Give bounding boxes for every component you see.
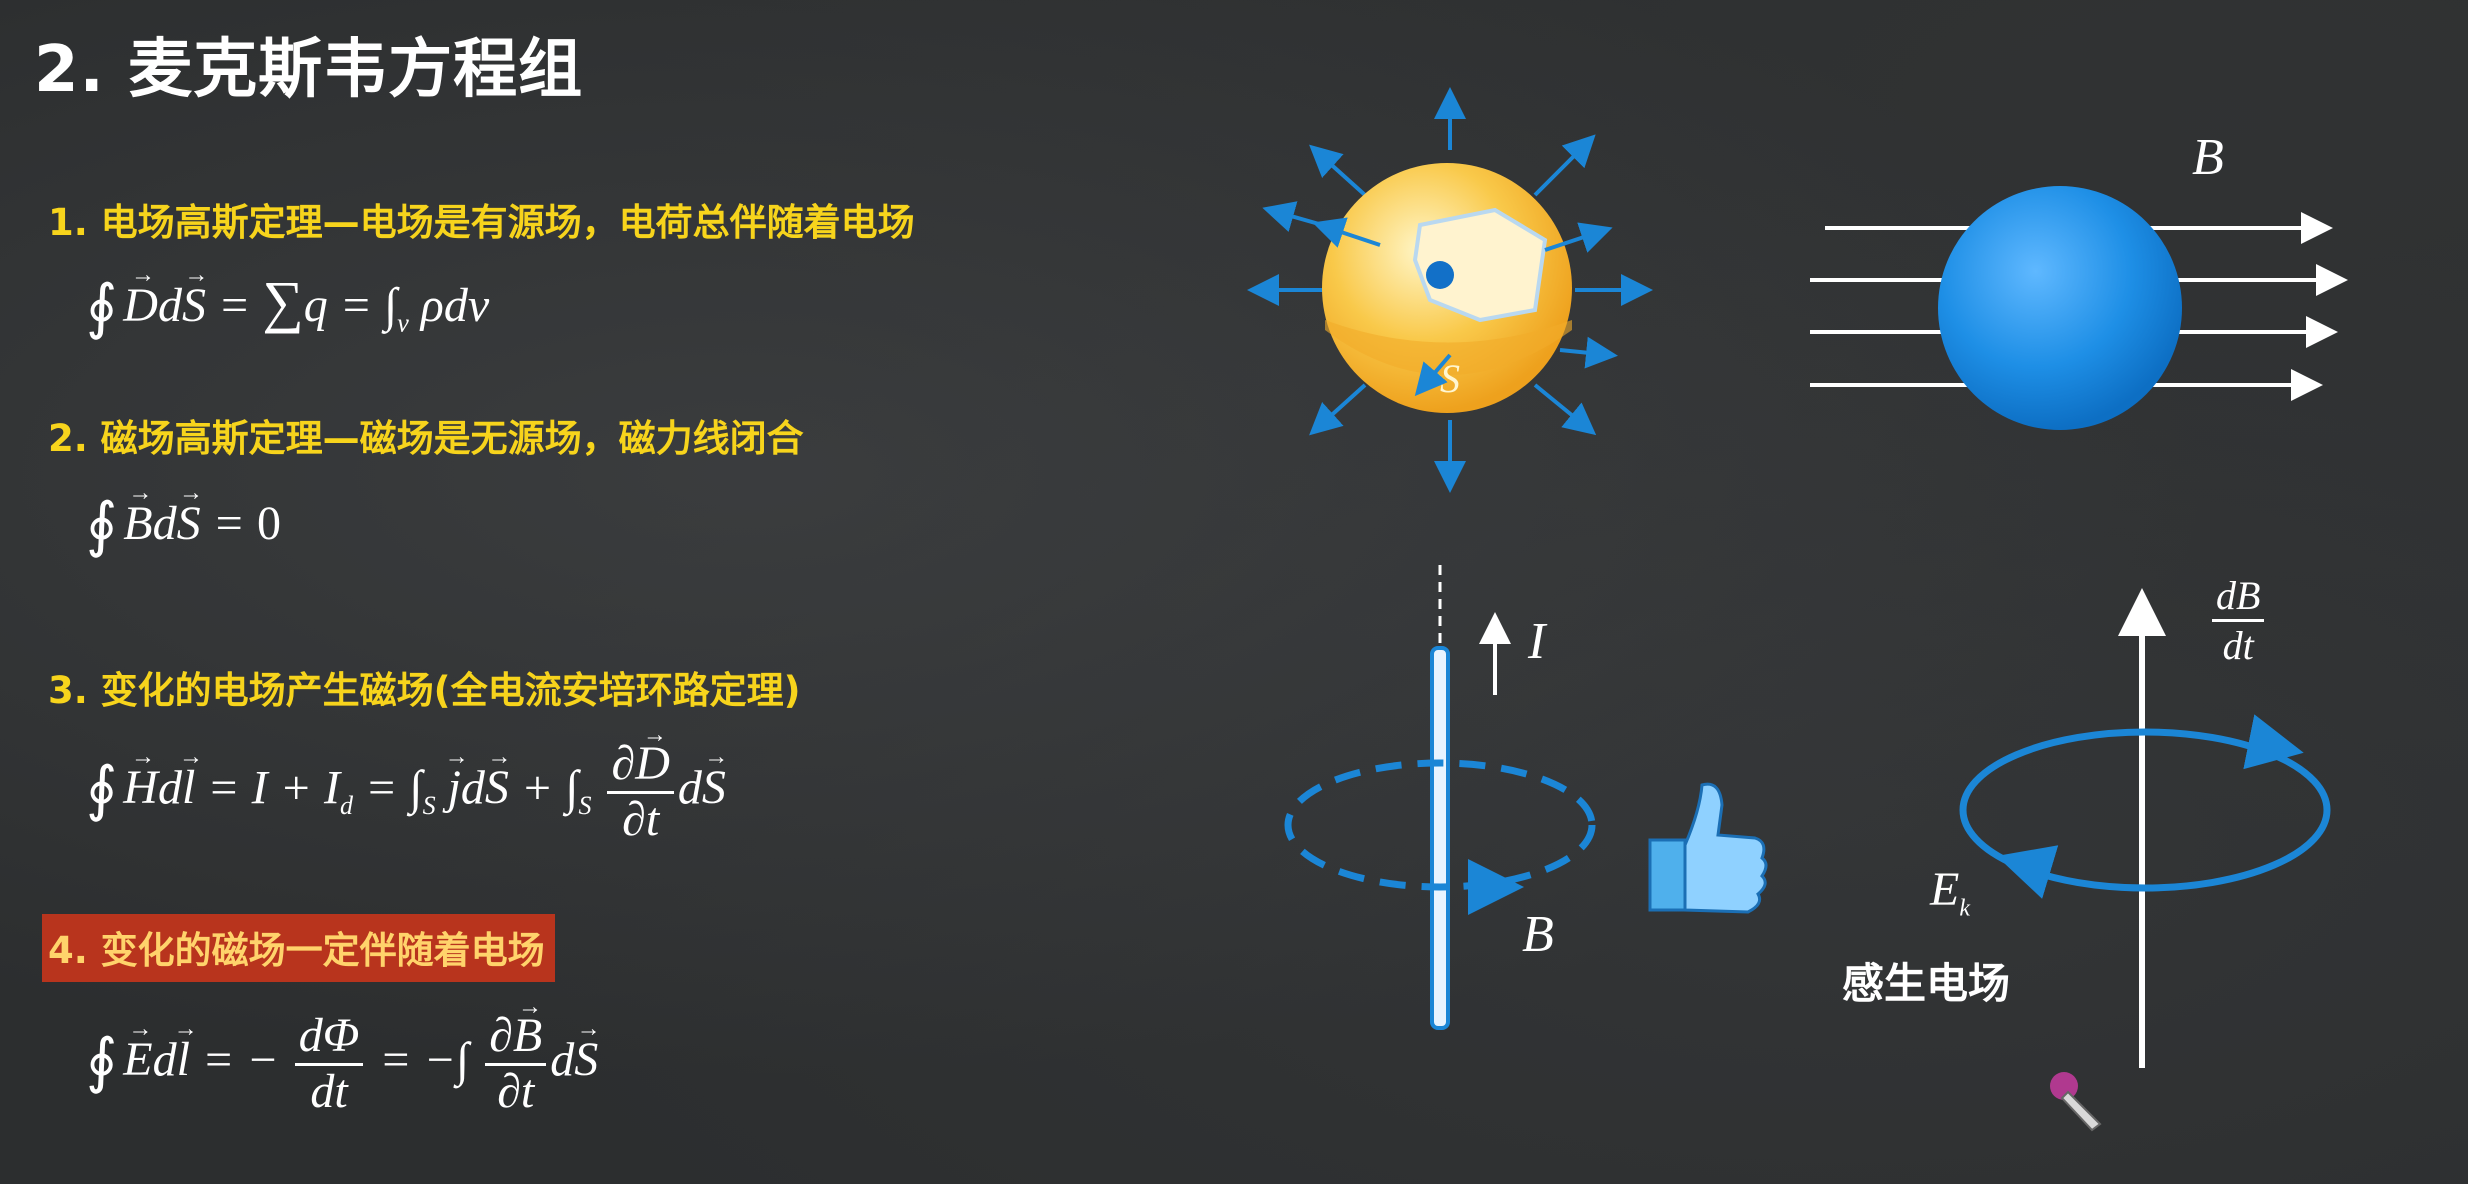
slide-title: 2. 麦克斯韦方程组 (34, 33, 584, 107)
current-i-label: I (1528, 613, 1546, 670)
field-b-label: B (2192, 129, 2224, 186)
inner-surface (1412, 207, 1548, 323)
b-loop (1284, 759, 1596, 891)
blue-sphere (1938, 186, 2182, 430)
formula-1: ∮DdS = ∑q = ∫v ρdv (86, 268, 489, 342)
ek-sub: k (1959, 895, 1970, 922)
item-1-label: 1. 电场高斯定理—电场是有源场，电荷总伴随着电场 (48, 201, 915, 244)
faraday-diagram (1959, 588, 2331, 1132)
surface-s-label: S (1440, 356, 1460, 401)
thumbs-up-icon (1648, 782, 1768, 914)
point-charge (1426, 261, 1454, 289)
ampere-diagram (1284, 565, 1768, 1030)
db-numerator: dB (2212, 572, 2265, 622)
item-3-label: 3. 变化的电场产生磁场(全电流安培环路定理) (48, 669, 801, 712)
loop-b-label: B (1522, 906, 1554, 963)
item-2-label: 2. 磁场高斯定理—磁场是无源场，磁力线闭合 (48, 417, 804, 460)
gauss-magnetic-diagram (1810, 186, 2348, 430)
formula-2: ∮BdS = 0 (86, 490, 281, 560)
current-wire (1430, 646, 1450, 1030)
pen-cursor-icon (2050, 1072, 2102, 1132)
ek-main: E (1930, 863, 1960, 916)
db-denominator: dt (2222, 623, 2254, 668)
item-4-label: 4. 变化的磁场一定伴随着电场 (42, 914, 555, 982)
induced-field-label: 感生电场 (1842, 959, 2011, 1008)
gauss-electric-diagram (1247, 87, 1653, 493)
db-dt-label: dB dt (2212, 572, 2265, 669)
induced-e-loop (1959, 728, 2331, 892)
formula-3: ∮Hdl = I + Id = ∫S jdS + ∫S ∂D∂tdS (86, 737, 726, 847)
ek-label: Ek (1930, 862, 1970, 923)
